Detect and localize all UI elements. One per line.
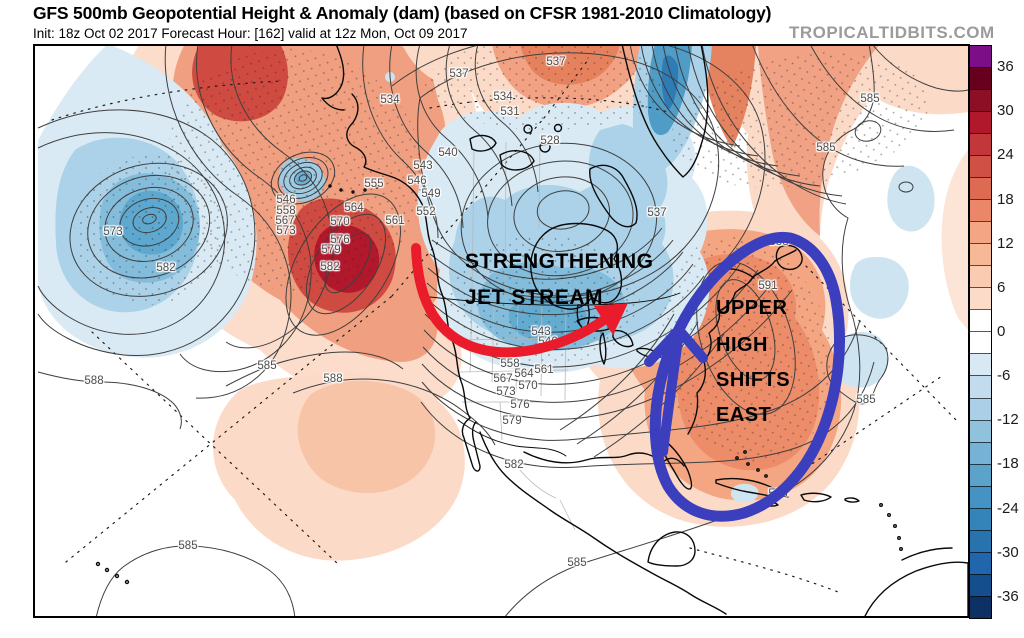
jet-annotation-line1: STRENGTHENING (465, 250, 654, 273)
map-canvas: 573 582 588 585 588 585 534 537 537 534 531 528 540 5… (33, 44, 970, 618)
colorbar-segment (970, 573, 991, 596)
high-annotation-line1: UPPER (716, 297, 788, 319)
page-title: GFS 500mb Geopotential Height & Anomaly … (33, 3, 772, 23)
high-annotation-line2: HIGH (716, 334, 768, 356)
colorbar-tick: 36 (997, 58, 1014, 76)
colorbar-segment (970, 111, 991, 134)
colorbar-tick: 12 (997, 234, 1014, 252)
colorbar-segment (970, 89, 991, 112)
colorbar-segment (970, 551, 991, 574)
colorbar-tick: -18 (997, 455, 1019, 473)
colorbar-tick: -6 (997, 367, 1011, 385)
colorbar-segment (970, 331, 991, 354)
colorbar-segment (970, 243, 991, 266)
basemap-svg (33, 44, 970, 618)
colorbar-segment (970, 155, 991, 178)
colorbar-segment (970, 221, 991, 244)
high-annotation-line3: SHIFTS (716, 369, 791, 391)
high-annotation-line4: EAST (716, 404, 772, 426)
colorbar-segment (970, 529, 991, 552)
colorbar-segment (970, 463, 991, 486)
colorbar-segment (970, 441, 991, 464)
colorbar-segment (970, 67, 991, 90)
jet-annotation-line2: JET STREAM (465, 286, 604, 309)
colorbar-segment (970, 133, 991, 156)
colorbar-segment (970, 353, 991, 376)
colorbar-tick: 0 (997, 323, 1006, 341)
colorbar-segment (970, 485, 991, 508)
site-watermark: TROPICALTIDBITS.COM (789, 23, 995, 42)
colorbar-segment (970, 199, 991, 222)
anomaly-colorbar (969, 45, 992, 619)
init-valid-line: Init: 18z Oct 02 2017 Forecast Hour: [16… (33, 26, 468, 41)
colorbar-tick: -12 (997, 411, 1019, 429)
colorbar-segment (970, 397, 991, 420)
colorbar-segment (970, 309, 991, 332)
colorbar-segment (970, 595, 991, 618)
colorbar-segment (970, 265, 991, 288)
colorbar-segment (970, 419, 991, 442)
colorbar-tick: -24 (997, 499, 1019, 517)
colorbar-tick: 30 (997, 102, 1014, 120)
colorbar-segment (970, 375, 991, 398)
colorbar-segment (970, 46, 991, 68)
colorbar-segment (970, 507, 991, 530)
colorbar-tick: 18 (997, 190, 1014, 208)
colorbar-tick: -30 (997, 543, 1019, 561)
colorbar-segment (970, 177, 991, 200)
colorbar-segment (970, 287, 991, 310)
colorbar-tick: -36 (997, 588, 1019, 606)
colorbar-tick: 24 (997, 146, 1014, 164)
colorbar-tick: 6 (997, 279, 1006, 297)
